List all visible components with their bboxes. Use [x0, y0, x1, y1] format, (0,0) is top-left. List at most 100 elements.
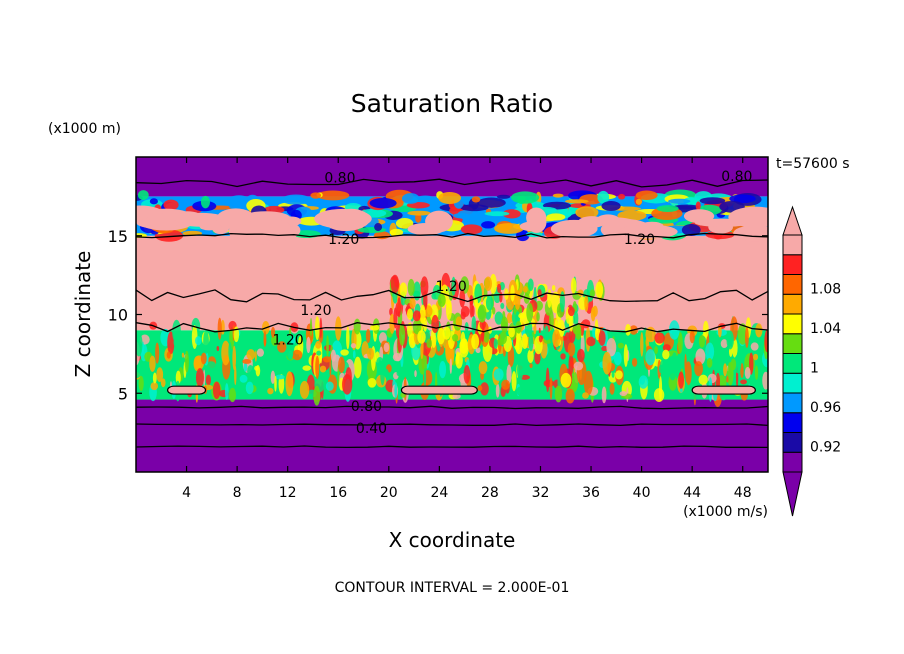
lower-layer-cell	[533, 323, 537, 335]
lower-layer-cell	[573, 361, 584, 371]
convective-cell	[573, 310, 579, 327]
lower-layer-cell	[160, 378, 166, 388]
lower-layer-cell	[625, 323, 631, 336]
contour-label: 0.80	[324, 170, 355, 186]
lower-layer-cell	[263, 330, 267, 347]
lower-layer-cell	[623, 344, 628, 368]
lower-layer-cell	[582, 392, 589, 399]
lower-layer-cell	[478, 361, 488, 375]
lower-layer-cell	[181, 352, 185, 358]
convective-cell	[477, 304, 487, 323]
lower-layer-cell	[396, 370, 407, 378]
convective-cell	[528, 332, 534, 352]
lower-layer-cell	[369, 324, 380, 331]
upper-band-cell	[565, 199, 589, 204]
lower-layer-cell	[302, 365, 312, 371]
upper-band-cell	[425, 210, 453, 233]
convective-cell	[406, 308, 413, 321]
lower-layer-cell	[277, 341, 287, 353]
convective-cell	[584, 295, 589, 312]
convective-cell	[589, 289, 596, 298]
lower-layer-cell	[560, 372, 572, 388]
lower-layer-cell	[289, 327, 292, 337]
convective-cell	[407, 278, 415, 296]
lower-layer-cell	[383, 342, 390, 353]
lower-layer-cell	[720, 339, 728, 349]
colorbar-bin	[782, 392, 803, 414]
colorbar-bin	[782, 274, 803, 295]
convective-cell	[595, 281, 604, 299]
lower-layer-cell	[316, 350, 322, 356]
lower-layer-cell	[740, 379, 747, 385]
convective-cell	[471, 315, 477, 336]
lower-layer-cell	[173, 338, 179, 347]
upper-band-cell	[502, 209, 521, 219]
colorbar-bin	[782, 254, 803, 275]
lower-layer-cell	[631, 358, 638, 367]
convective-cell	[547, 289, 552, 308]
colorbar-bin	[782, 313, 803, 335]
lower-layer-cell	[662, 344, 671, 352]
convective-cell	[409, 297, 416, 309]
contour-label: 0.40	[356, 421, 387, 437]
convective-cell	[431, 314, 439, 334]
convective-cell	[469, 296, 473, 318]
upper-band-cell	[496, 194, 511, 199]
lower-layer-cell	[679, 387, 683, 393]
lower-layer-cell	[352, 350, 356, 359]
lower-layer-cell	[376, 356, 384, 369]
lower-layer-cell	[275, 374, 285, 380]
contour-line-1-20	[136, 289, 768, 303]
convective-cell	[542, 331, 552, 341]
upper-band-cell	[369, 197, 397, 209]
upper-band-cell	[374, 223, 383, 232]
lower-layer-cell	[516, 359, 524, 381]
convective-cell	[390, 274, 400, 294]
convective-cell	[397, 297, 401, 318]
lower-layer-cell	[662, 349, 670, 360]
colorbar-tick-label: 1	[810, 360, 819, 376]
lower-layer-cell	[394, 382, 398, 399]
upper-band-cell	[136, 218, 179, 229]
lower-layer-cell	[638, 375, 649, 389]
contour-label: 1.20	[436, 279, 467, 295]
lower-layer-cell	[200, 352, 207, 365]
lower-layer-cell	[750, 342, 759, 351]
upper-band-cell	[199, 222, 219, 231]
convective-cell	[483, 329, 490, 343]
upper-band-cell	[389, 228, 404, 237]
lower-layer-cell	[193, 355, 202, 372]
upper-band-cell	[281, 194, 311, 205]
lower-layer-cell	[247, 365, 254, 378]
upper-band-cell	[316, 190, 350, 201]
contour-line-0-40	[136, 423, 768, 427]
upper-band-cell	[395, 218, 414, 229]
x-tick-label: 44	[683, 485, 701, 501]
convective-cell	[592, 305, 598, 317]
lower-layer-cell	[694, 361, 704, 377]
lower-layer-cell	[367, 347, 375, 360]
lower-layer-cell	[449, 358, 453, 374]
lower-layer-cell	[726, 330, 734, 350]
colorbar-tick-label: 1.04	[810, 321, 841, 337]
convective-cell	[393, 307, 398, 329]
lower-layer-cell	[315, 355, 320, 380]
lower-layer-cell	[538, 327, 541, 334]
lower-layer-cell	[594, 379, 597, 387]
convective-cell	[535, 300, 544, 311]
lower-layer-cell	[166, 351, 171, 359]
lower-layer-cell	[477, 385, 483, 392]
lower-layer-cell	[138, 375, 144, 391]
convective-cell	[484, 276, 493, 292]
convective-cell	[558, 319, 565, 337]
lower-layer-cell	[495, 383, 500, 398]
upper-band-cell	[618, 193, 626, 200]
x-tick-label: 16	[329, 485, 347, 501]
colorbar-bin	[782, 432, 803, 453]
colorbar-tick-label: 0.96	[810, 400, 841, 416]
lower-layer-cell	[698, 334, 706, 348]
convective-cell	[389, 307, 393, 316]
x-tick-label: 20	[380, 485, 398, 501]
upper-band-cell	[597, 190, 610, 204]
lower-layer-cell	[340, 349, 349, 356]
